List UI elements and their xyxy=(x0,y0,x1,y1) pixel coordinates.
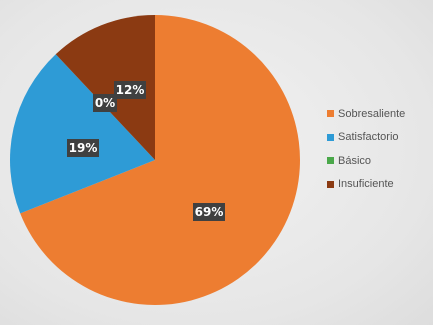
legend-swatch-sobresaliente xyxy=(327,110,334,117)
legend-swatch-satisfactorio xyxy=(327,133,334,141)
data-label-text-sobresaliente: 69% xyxy=(195,205,224,219)
legend-label-insuficiente: Insuficiente xyxy=(338,178,394,190)
pie-slice-insuficiente xyxy=(55,15,155,160)
legend-swatch-insuficiente xyxy=(327,180,334,188)
data-label-satisfactorio: 19% xyxy=(67,139,99,157)
legend-swatch-basico xyxy=(327,157,334,164)
data-label-text-satisfactorio: 19% xyxy=(69,141,98,155)
legend-label-sobresaliente: Sobresaliente xyxy=(338,107,406,120)
legend-item-basico: Básico xyxy=(327,153,431,168)
data-label-box-insuficiente xyxy=(114,81,146,99)
legend-label-satisfactorio: Satisfactorio xyxy=(338,131,399,143)
data-label-sobresaliente: 69% xyxy=(193,203,225,221)
chart-legend: Sobresaliente Satisfactorio Básico Insuf… xyxy=(327,106,431,200)
data-label-box-satisfactorio xyxy=(67,139,99,157)
data-label-box-sobresaliente xyxy=(193,203,225,221)
data-label-text-insuficiente: 12% xyxy=(116,83,145,97)
data-label-basico: 0% xyxy=(93,94,117,112)
data-label-text-basico: 0% xyxy=(95,96,115,110)
pie-slice-sobresaliente xyxy=(20,15,301,305)
legend-item-satisfactorio: Satisfactorio xyxy=(327,130,431,145)
data-label-insuficiente: 12% xyxy=(114,81,146,99)
legend-item-sobresaliente: Sobresaliente xyxy=(327,106,431,121)
data-label-box-basico xyxy=(93,94,117,112)
pie-slice-satisfactorio xyxy=(10,54,156,214)
legend-label-basico: Básico xyxy=(338,154,372,167)
legend-item-insuficiente: Insuficiente xyxy=(327,177,431,192)
